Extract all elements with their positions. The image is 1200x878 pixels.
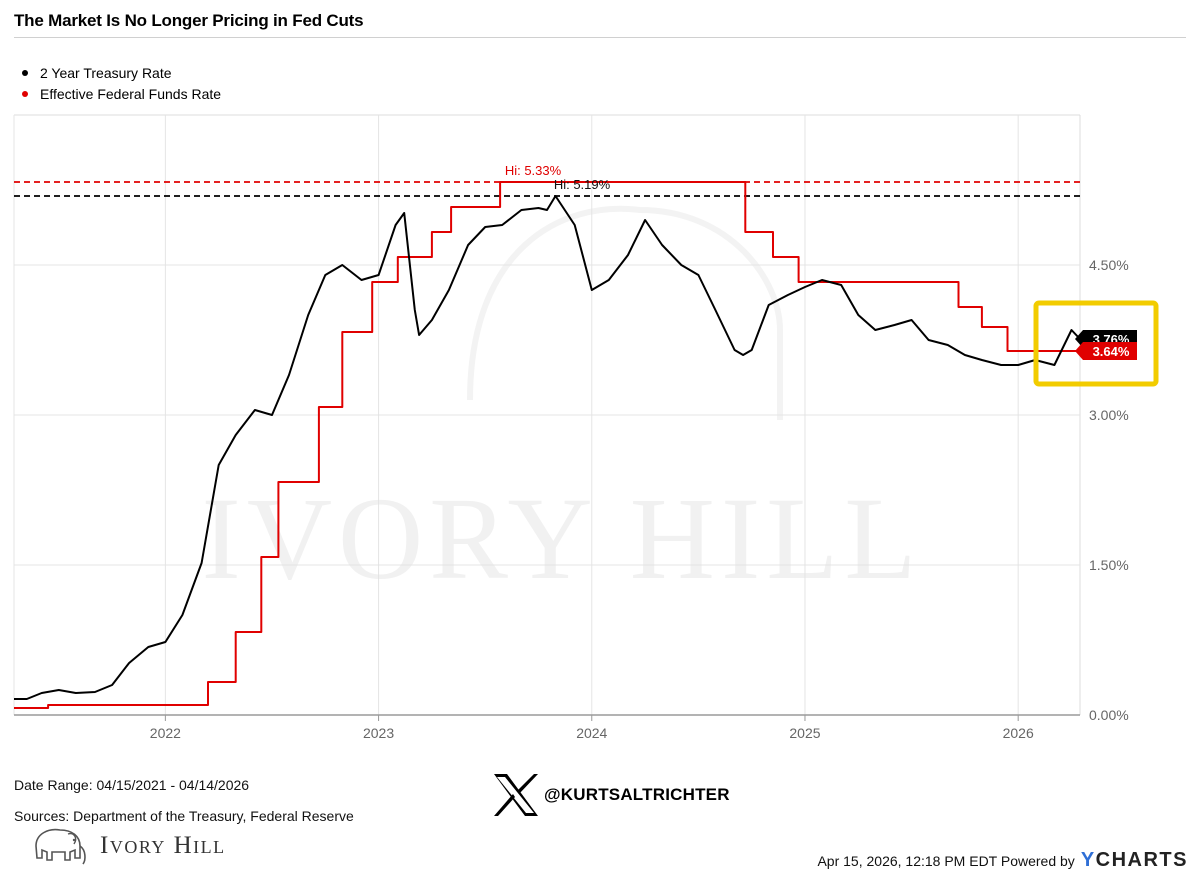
social-handle[interactable]: @KURTSALTRICHTER (490, 770, 730, 820)
ycharts-brand-y: Y (1080, 849, 1096, 871)
fed-funds-line (14, 181, 1080, 709)
watermark: IVORY HILL (202, 205, 923, 604)
legend-label-treasury: 2 Year Treasury Rate (40, 64, 172, 81)
x-tick-label-4: 2026 (1003, 725, 1034, 741)
elephant-icon (35, 828, 86, 865)
y-tick-label-1: 1.50% (1089, 557, 1129, 573)
gridlines (13, 114, 1081, 715)
series-lines (14, 181, 1081, 709)
sources: Sources: Department of the Treasury, Fed… (14, 808, 354, 824)
x-tick-label-0: 2022 (150, 725, 181, 741)
high-reference-lines (14, 181, 1080, 197)
chart-title: The Market Is No Longer Pricing in Fed C… (14, 11, 364, 30)
social-handle-text: @KURTSALTRICHTER (544, 785, 730, 804)
legend-dot-fed-funds (22, 90, 28, 97)
date-range: Date Range: 04/15/2021 - 04/14/2026 (14, 777, 250, 793)
last-value-fed-funds: 3.64% (1075, 342, 1137, 360)
ycharts-brand[interactable]: YCHARTS (1081, 849, 1188, 872)
high-label-treasury: Hi: 5.19% (554, 177, 611, 192)
x-logo-icon (494, 774, 538, 816)
logo-text: Ivory Hill (100, 832, 226, 859)
x-tick-label-3: 2025 (789, 725, 820, 741)
legend-item-treasury[interactable]: 2 Year Treasury Rate (22, 62, 221, 83)
powered-by: Apr 15, 2026, 12:18 PM EDT Powered by YC… (817, 849, 1188, 872)
legend-dot-treasury (22, 69, 28, 76)
value-labels: Hi: 5.33%Hi: 5.19%3.76%3.64% (505, 163, 1159, 387)
x-tick-label-2: 2024 (576, 725, 607, 741)
last-value-fed-funds-text: 3.64% (1093, 344, 1130, 359)
ivory-hill-logo: Ivory Hill (28, 824, 226, 868)
title-divider (14, 37, 1186, 38)
last-value-fed-funds-flag (1075, 342, 1137, 360)
high-label-fed-funds: Hi: 5.33% (505, 163, 562, 178)
y-tick-label-0: 0.00% (1089, 707, 1129, 723)
watermark-text: IVORY HILL (202, 473, 923, 604)
y-tick-label-2: 3.00% (1089, 407, 1129, 423)
y-tick-label-3: 4.50% (1089, 257, 1129, 273)
highlight-box (1033, 300, 1159, 387)
x-tick-label-1: 2023 (363, 725, 394, 741)
timestamp: Apr 15, 2026, 12:18 PM EDT Powered by (817, 852, 1075, 869)
legend: 2 Year Treasury Rate Effective Federal F… (22, 62, 221, 104)
legend-item-fed-funds[interactable]: Effective Federal Funds Rate (22, 83, 221, 104)
legend-label-fed-funds: Effective Federal Funds Rate (40, 85, 222, 102)
treasury-line (14, 195, 1081, 700)
axes: 0.00% 1.50% 3.00% 4.50% 2022 2023 2024 2025 2026 (14, 257, 1129, 741)
ycharts-brand-rest: CHARTS (1095, 849, 1188, 871)
watermark-elephant (467, 205, 783, 420)
